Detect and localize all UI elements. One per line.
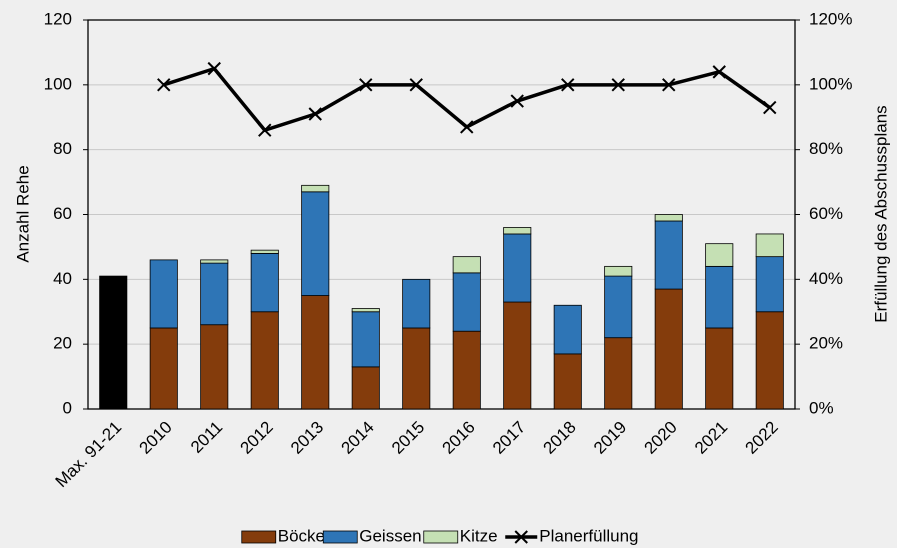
legend-label: Planerfüllung [539, 526, 638, 545]
bar-segment [301, 295, 330, 410]
y-tick-label: 0 [63, 398, 72, 417]
bar-segment [149, 327, 178, 410]
bar-segment [755, 311, 784, 410]
y2-tick-label: 80% [809, 139, 843, 158]
bar-segment [705, 243, 734, 267]
line-marker [359, 78, 373, 92]
bar-segment [200, 324, 229, 410]
bar-segment [705, 327, 734, 410]
bar-segment [402, 278, 431, 329]
y-axis-title: Anzahl Rehe [13, 165, 32, 262]
legend-swatch [322, 530, 358, 544]
line-marker [712, 65, 726, 79]
line-marker [460, 120, 474, 134]
line-marker [561, 78, 575, 92]
legend-swatch [514, 530, 528, 544]
legend-swatch [241, 530, 277, 544]
y2-tick-label: 120% [809, 9, 852, 28]
bar-segment [705, 265, 734, 329]
bar-segment [402, 327, 431, 410]
legend-label: Böcke [278, 526, 325, 545]
bar-segment [200, 262, 229, 326]
legend-label: Kitze [460, 526, 498, 545]
bar-segment [604, 265, 633, 277]
line-marker [763, 100, 777, 115]
y-tick-label: 40 [53, 269, 72, 288]
y2-tick-label: 100% [809, 74, 852, 93]
bar-segment [654, 220, 683, 290]
bar-segment [755, 256, 784, 313]
y2-tick-label: 60% [809, 204, 843, 223]
bar-segment [604, 275, 633, 339]
y2-tick-label: 40% [809, 269, 843, 288]
bar-segment [351, 311, 380, 368]
y-tick-label: 100 [44, 74, 72, 93]
bar-segment [301, 191, 330, 296]
line-marker [409, 78, 423, 92]
y2-axis-title: Erfüllung des Abschussplans [871, 105, 890, 322]
y2-tick-label: 0% [809, 398, 834, 417]
bar-segment [351, 366, 380, 410]
legend-label: Geissen [359, 526, 421, 545]
bar-segment [250, 311, 279, 410]
bar-segment [250, 249, 279, 254]
bar-segment [503, 233, 532, 303]
y2-tick-label: 20% [809, 334, 843, 353]
bar-segment [149, 259, 178, 329]
bar-segment [553, 304, 582, 355]
bar-segment [452, 330, 481, 410]
bar-segment [604, 337, 633, 410]
y-tick-label: 80 [53, 139, 72, 158]
bar-segment [553, 353, 582, 410]
legend-swatch [423, 530, 459, 544]
bar-segment [503, 227, 532, 235]
plot-frame [87, 19, 796, 410]
line-marker [258, 123, 272, 137]
bar-segment [200, 259, 229, 264]
bar-segment [654, 214, 683, 222]
bar-segment [452, 272, 481, 332]
y-tick-label: 120 [44, 9, 72, 28]
bar-segment [654, 288, 683, 410]
bar-segment [351, 308, 380, 313]
y-tick-label: 60 [53, 204, 72, 223]
bar-segment [250, 252, 279, 313]
bar-segment [301, 184, 330, 193]
bar-segment [755, 233, 784, 258]
bar-segment [452, 256, 481, 274]
line-marker [611, 78, 625, 92]
bar-segment [99, 275, 128, 410]
y-tick-label: 20 [53, 334, 72, 353]
line-marker [207, 61, 221, 76]
line-marker [157, 78, 171, 92]
line-marker [662, 78, 676, 92]
line-marker [510, 94, 524, 108]
line-marker [308, 107, 322, 121]
bar-segment [503, 301, 532, 410]
